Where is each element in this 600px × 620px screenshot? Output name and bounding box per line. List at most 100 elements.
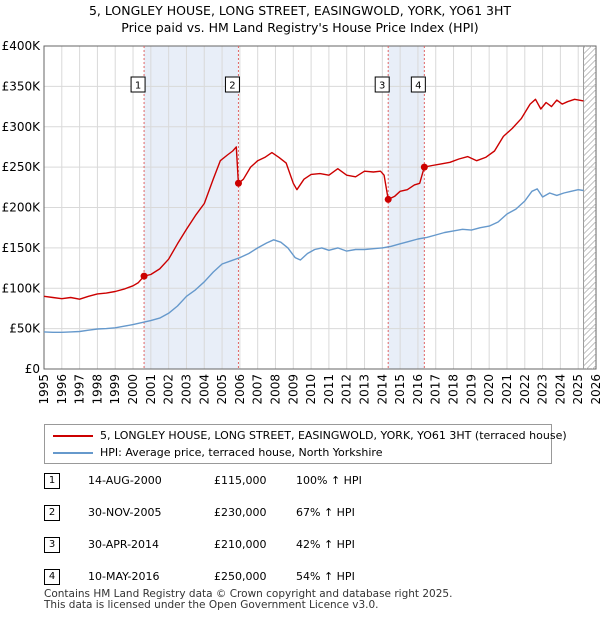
sale-point <box>140 272 148 280</box>
hatch-line <box>583 83 596 97</box>
sale-point <box>420 163 428 171</box>
transaction-label-box <box>130 76 146 93</box>
transaction-label: 1 <box>135 81 141 92</box>
sale-point <box>384 195 392 203</box>
transaction-number: 1 <box>44 473 60 489</box>
hatch-line <box>583 185 596 199</box>
y-tick-label: £350K <box>2 79 42 93</box>
hatch-line <box>583 329 596 343</box>
transaction-row: 4 10-MAY-2016 £250,000 54% ↑ HPI <box>44 566 464 588</box>
x-tick-label: 2015 <box>393 374 407 405</box>
transaction-date: 10-MAY-2016 <box>88 570 160 583</box>
transaction-label-box <box>410 76 426 93</box>
hatch-line <box>583 269 596 283</box>
transaction-label: 3 <box>379 81 385 92</box>
hatch-line <box>583 59 596 73</box>
hatch-line <box>592 365 596 369</box>
hatch-line <box>583 95 596 109</box>
hatch-line <box>583 113 596 127</box>
hatch-line <box>586 359 596 369</box>
x-tick-label: 2016 <box>411 374 425 405</box>
hatch-line <box>583 341 596 355</box>
transaction-hpi-change: 67% ↑ HPI <box>296 506 355 519</box>
x-tick-label: 2008 <box>268 374 282 405</box>
y-tick-label: £300K <box>2 120 42 134</box>
transaction-price: £210,000 <box>214 538 267 551</box>
y-tick-label: £50K <box>9 322 41 336</box>
plot-frame <box>43 45 597 370</box>
transaction-label: 4 <box>415 81 421 92</box>
x-tick-label: 2006 <box>233 374 247 405</box>
x-tick-label: 2017 <box>429 374 443 405</box>
x-tick-label: 2019 <box>464 374 478 405</box>
transaction-hpi-change: 42% ↑ HPI <box>296 538 355 551</box>
x-tick-label: 2024 <box>553 374 567 405</box>
x-tick-label: 1998 <box>90 374 104 405</box>
hatch-line <box>583 353 596 367</box>
transaction-row: 3 30-APR-2014 £210,000 42% ↑ HPI <box>44 534 464 556</box>
x-tick-label: 2011 <box>322 374 336 405</box>
hatch-line <box>583 197 596 211</box>
transaction-number: 4 <box>44 569 60 585</box>
hatch-line <box>583 311 596 325</box>
chart-title: 5, LONGLEY HOUSE, LONG STREET, EASINGWOL… <box>88 3 512 18</box>
hatch-line <box>583 299 596 313</box>
hatch-line <box>583 46 593 55</box>
x-tick-label: 2014 <box>375 374 389 405</box>
hatch-line <box>583 137 596 151</box>
transaction-label-box <box>224 76 240 93</box>
hatch-line <box>583 233 596 247</box>
x-tick-label: 2005 <box>215 374 229 405</box>
hatch-line <box>583 347 596 361</box>
hatch-line <box>583 53 596 67</box>
hatch-line <box>583 227 596 241</box>
x-tick-label: 2013 <box>358 374 372 405</box>
transaction-date: 30-APR-2014 <box>88 538 160 551</box>
hatch-line <box>583 89 596 103</box>
hatch-line <box>583 167 596 181</box>
x-tick-label: 2003 <box>179 374 193 405</box>
y-tick-label: £100K <box>2 281 42 295</box>
transaction-hpi-change: 100% ↑ HPI <box>296 474 362 487</box>
x-tick-label: 1997 <box>73 374 87 405</box>
hatch-line <box>583 101 596 115</box>
transaction-price: £250,000 <box>214 570 267 583</box>
hatch-line <box>583 287 596 301</box>
footer-line-licence: This data is licensed under the Open Gov… <box>44 599 379 611</box>
y-tick-label: £200K <box>2 201 42 215</box>
hatch-line <box>584 30 596 42</box>
hatch-line <box>583 275 596 289</box>
sale-point <box>234 179 242 187</box>
hatch-line <box>583 305 596 319</box>
x-tick-label: 2023 <box>536 374 550 405</box>
hatch-line <box>583 119 596 133</box>
x-tick-label: 2018 <box>447 374 461 405</box>
legend-swatch-property <box>53 435 93 437</box>
x-tick-label: 2025 <box>571 374 585 405</box>
legend-label-hpi: HPI: Average price, terraced house, Nort… <box>100 446 383 459</box>
hatch-line <box>583 65 596 79</box>
x-tick-label: 1999 <box>108 374 122 405</box>
x-tick-label: 2026 <box>589 374 600 405</box>
hatch-line <box>583 125 596 139</box>
x-tick-label: 2021 <box>500 374 514 405</box>
x-tick-label: 2007 <box>251 374 265 405</box>
y-tick-label: £400K <box>2 39 42 53</box>
transaction-date: 14-AUG-2000 <box>88 474 162 487</box>
legend-swatch-hpi <box>53 452 93 454</box>
x-tick-label: 2000 <box>126 374 140 405</box>
hatch-line <box>583 71 596 85</box>
transaction-row: 2 30-NOV-2005 £230,000 67% ↑ HPI <box>44 502 464 524</box>
hatch-line <box>583 323 596 337</box>
transaction-row: 1 14-AUG-2000 £115,000 100% ↑ HPI <box>44 470 464 492</box>
hatch-line <box>583 155 596 169</box>
future-hatch <box>583 30 596 369</box>
x-tick-label: 2010 <box>304 374 318 405</box>
hatch-line <box>583 221 596 235</box>
hatch-line <box>583 161 596 175</box>
hatch-line <box>583 191 596 205</box>
x-tick-label: 1995 <box>37 374 51 405</box>
footer-attribution: Contains HM Land Registry data © Crown c… <box>44 589 452 611</box>
y-tick-label: £150K <box>2 241 42 255</box>
hatch-line <box>583 263 596 277</box>
